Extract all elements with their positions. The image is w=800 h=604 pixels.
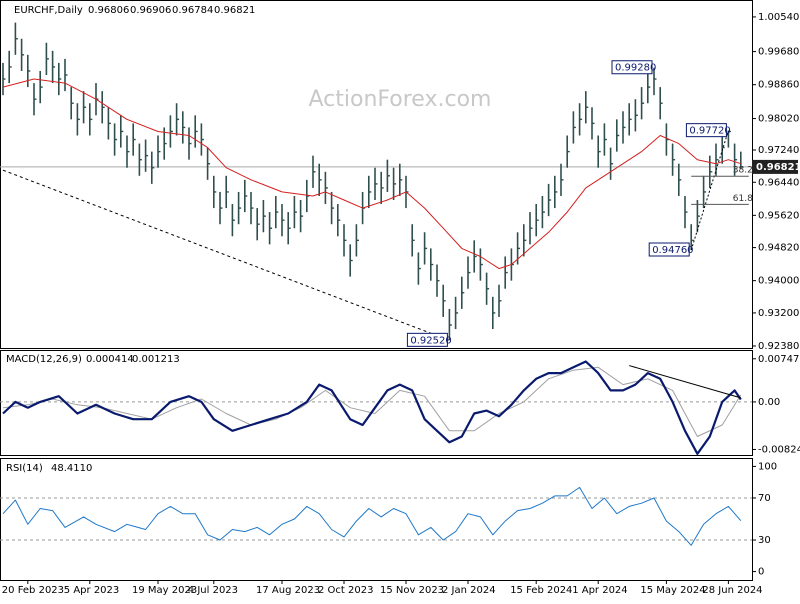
macd-name: MACD(12,26,9)	[6, 354, 82, 365]
y-tick-label: 0.98860	[758, 80, 799, 91]
x-tick-label: 15 Feb 2024	[510, 585, 572, 596]
rsi-name: RSI(14)	[6, 463, 43, 474]
y-tick-label: -0.00824	[758, 444, 800, 455]
y-tick-label: 0.00	[758, 397, 780, 408]
y-tick-label: 0.96440	[758, 177, 799, 188]
x-tick-label: 19 May 2023	[132, 585, 197, 596]
x-tick-label: 4 Jul 2023	[188, 585, 238, 596]
y-tick-label: 100	[758, 461, 777, 472]
annotation-box	[406, 332, 448, 347]
y-tick-label: 0.007477	[758, 354, 800, 365]
panel-frame	[0, 458, 753, 581]
fib-label: 61.8	[733, 194, 753, 204]
annotation-box	[611, 60, 653, 75]
panel-frame	[0, 350, 753, 456]
x-tick-label: 20 Feb 2023	[2, 585, 64, 596]
quote: 0.96784	[172, 5, 213, 16]
macd-value: 0.001213	[132, 354, 180, 365]
x-tick-label: 5 Apr 2023	[64, 585, 119, 596]
x-tick-label: 17 Aug 2023	[256, 585, 320, 596]
watermark: ActionForex.com	[309, 87, 492, 112]
y-tick-label: 0.92380	[758, 341, 799, 352]
header: EURCHF,Daily 0.96806 0.96906 0.96784 0.9…	[14, 5, 255, 16]
annotation-box	[648, 242, 690, 257]
x-tick-label: 1 Apr 2024	[572, 585, 627, 596]
y-tick-label: 0.93200	[758, 308, 799, 319]
symbol: EURCHF,Daily	[14, 5, 83, 16]
y-tick-label: 0.95620	[758, 210, 799, 221]
fib-leg	[690, 130, 729, 251]
y-tick-label: 0.94820	[758, 243, 799, 254]
y-tick-label: 0	[758, 567, 764, 578]
y-tick-label: 0.99680	[758, 47, 799, 58]
x-tick-label: 15 May 2024	[640, 585, 705, 596]
fib-label: 38.2	[733, 166, 753, 176]
macd-trendline	[629, 365, 741, 399]
y-tick-label: 0.94000	[758, 276, 799, 287]
rsi-line	[2, 486, 742, 546]
annotation-label: 0.97720	[689, 126, 730, 137]
x-tick-label: 15 Nov 2023	[380, 585, 444, 596]
quote: 0.96821	[214, 5, 255, 16]
price-tag-label: 0.96821	[756, 162, 800, 173]
macd-signal	[2, 366, 742, 437]
annotation-box	[685, 123, 727, 138]
moving-average	[2, 78, 741, 270]
annotation-label: 0.94760	[652, 245, 693, 256]
quote: 0.96806	[88, 5, 129, 16]
price-tag	[752, 159, 798, 174]
quote: 0.96906	[130, 5, 171, 16]
y-tick-label: 70	[758, 493, 771, 504]
x-tick-label: 2 Oct 2023	[318, 585, 373, 596]
y-tick-label: 30	[758, 535, 771, 546]
x-tick-label: 2 Jan 2024	[442, 585, 496, 596]
panel-frame	[0, 0, 753, 349]
trendline	[2, 169, 450, 341]
rsi-value: 48.4110	[51, 463, 92, 474]
macd-line	[2, 360, 742, 455]
x-tick-label: 28 Jun 2024	[702, 585, 762, 596]
y-tick-label: 1.00540	[758, 12, 799, 23]
annotation-label: 0.99280	[615, 63, 656, 74]
y-tick-label: 0.98020	[758, 114, 799, 125]
macd-value: 0.000414	[86, 354, 134, 365]
annotation-label: 0.92520	[410, 335, 451, 346]
y-tick-label: 0.97240	[758, 145, 799, 156]
